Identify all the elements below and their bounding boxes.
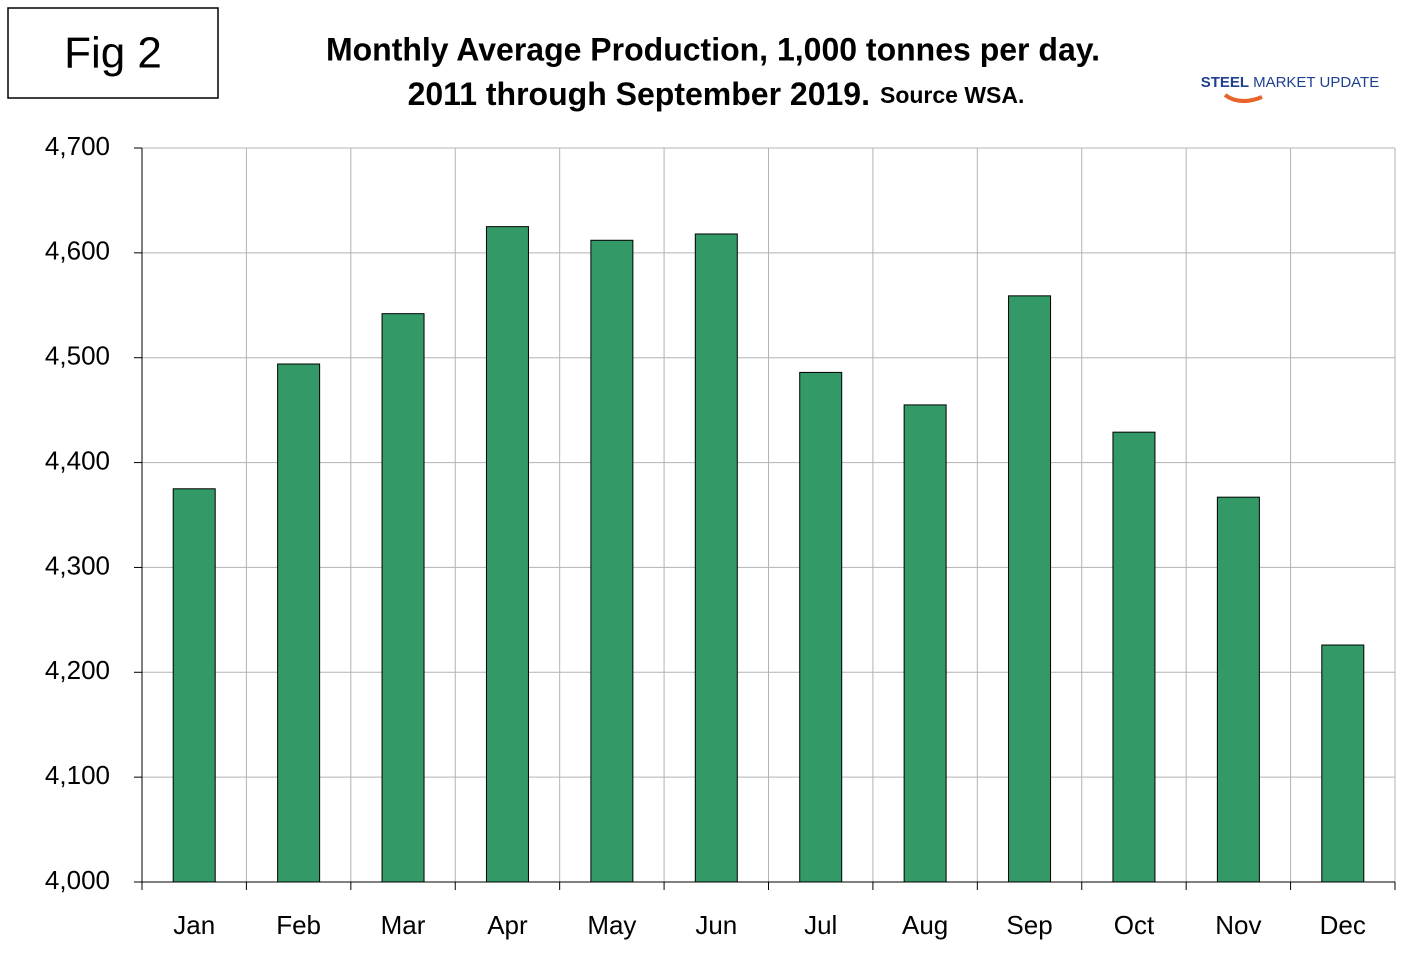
bar: [903, 404, 947, 883]
chart-subtitle: 2011 through September 2019. Source WSA.: [408, 76, 1025, 112]
bar: [1321, 644, 1365, 883]
y-tick-label: 4,000: [45, 865, 110, 895]
bar: [277, 363, 321, 883]
x-tick-label: Jul: [804, 910, 837, 940]
x-tick-label: Mar: [381, 910, 426, 940]
logo-brand: STEEL: [1201, 74, 1249, 91]
y-tick-label: 4,400: [45, 445, 110, 475]
bar: [381, 313, 425, 883]
source-text: Source WSA.: [880, 82, 1024, 108]
y-tick-label: 4,300: [45, 550, 110, 580]
bar: [1008, 295, 1052, 883]
bar: [694, 233, 738, 883]
x-tick-label: May: [587, 910, 636, 940]
x-tick-label: Nov: [1215, 910, 1261, 940]
subtitle-text: 2011 through September 2019.: [408, 76, 870, 112]
logo-swoosh: [1223, 93, 1263, 103]
x-tick-label: Jun: [695, 910, 737, 940]
figure-label: Fig 2: [64, 29, 162, 78]
y-tick-label: 4,500: [45, 341, 110, 371]
x-tick-label: Aug: [902, 910, 948, 940]
chart-title: Monthly Average Production, 1,000 tonnes…: [326, 31, 1100, 67]
bar: [172, 488, 216, 883]
bar: [799, 371, 843, 883]
x-tick-label: Apr: [487, 910, 528, 940]
x-tick-label: Jan: [173, 910, 215, 940]
x-tick-label: Oct: [1114, 910, 1155, 940]
y-tick-label: 4,600: [45, 236, 110, 266]
bar: [590, 239, 634, 883]
bar: [1112, 431, 1156, 883]
x-tick-label: Feb: [276, 910, 321, 940]
bar: [1216, 496, 1260, 883]
y-tick-label: 4,700: [45, 131, 110, 161]
y-tick-label: 4,200: [45, 655, 110, 685]
logo-rest: MARKET UPDATE: [1253, 74, 1379, 91]
x-tick-label: Sep: [1006, 910, 1052, 940]
y-tick-label: 4,100: [45, 760, 110, 790]
logo: STEEL MARKET UPDATE: [1201, 74, 1379, 91]
figure-label-box: [7, 7, 219, 99]
x-tick-label: Dec: [1320, 910, 1366, 940]
bar: [485, 226, 529, 883]
